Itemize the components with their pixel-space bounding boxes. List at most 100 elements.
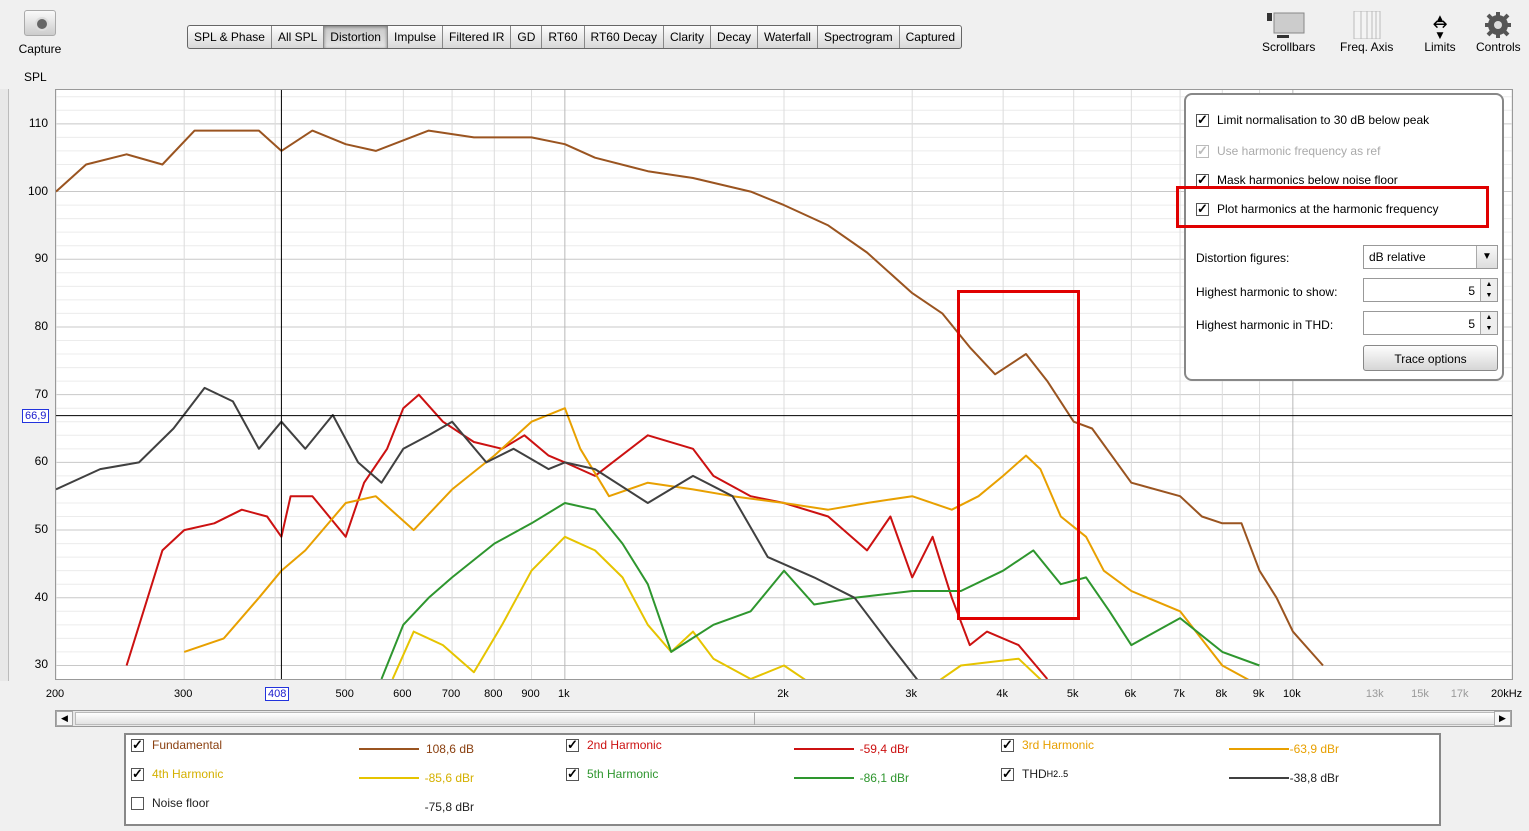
- scrollbars-label: Scrollbars: [1262, 40, 1316, 54]
- annotation-box-harmonics: [957, 290, 1080, 620]
- legend-checkbox[interactable]: [131, 766, 144, 782]
- scrollbars-icon: [1262, 10, 1315, 40]
- x-tick-label-minor: 17k: [1450, 688, 1469, 700]
- legend-item-fundamental[interactable]: Fundamental: [131, 737, 222, 753]
- x-tick-label: 600: [393, 688, 412, 700]
- horizontal-scrollbar[interactable]: ◀ ▶: [55, 710, 1512, 727]
- tab-decay[interactable]: Decay: [711, 26, 759, 48]
- x-tick-label: 5k: [1066, 688, 1079, 700]
- y-tick-label: 100: [27, 183, 48, 198]
- spinner-arrows-icon[interactable]: ▲ ▼: [1480, 312, 1497, 334]
- legend-line-swatch: [359, 748, 419, 750]
- legend-value: -38,8 dBr: [1289, 771, 1339, 785]
- plot-harmonics-checkbox[interactable]: Plot harmonics at the harmonic frequency: [1196, 201, 1439, 217]
- chevron-down-icon[interactable]: ▼: [1476, 246, 1497, 268]
- limit-normalisation-label: Limit normalisation to 30 dB below peak: [1217, 113, 1430, 127]
- freq-axis-icon: [1340, 10, 1393, 40]
- svg-text:↔: ↔: [1432, 14, 1447, 35]
- tab-spl-phase[interactable]: SPL & Phase: [188, 26, 272, 48]
- legend-checkbox[interactable]: [131, 737, 144, 753]
- legend-line-swatch: [1229, 777, 1289, 779]
- x-tick-label: 10k: [1282, 688, 1301, 700]
- tab-captured[interactable]: Captured: [905, 30, 956, 44]
- checkbox-box[interactable]: [1196, 172, 1209, 188]
- x-tick-label: 8k: [1215, 688, 1228, 700]
- legend-value: -63,9 dBr: [1289, 742, 1339, 756]
- x-tick-label: 500: [335, 688, 354, 700]
- tab-filtered-ir[interactable]: Filtered IR: [443, 26, 512, 48]
- scrollbar-grip: [754, 712, 755, 725]
- x-tick-label: 300: [174, 688, 193, 700]
- distortion-figures-label: Distortion figures:: [1196, 251, 1290, 265]
- capture-label: Capture: [18, 42, 62, 56]
- series-5th-harmonic: [380, 502, 1260, 680]
- series-3rd-harmonic: [183, 407, 1277, 694]
- x-tick-label: 700: [441, 688, 461, 700]
- legend-label: THD: [1022, 767, 1047, 781]
- limit-normalisation-checkbox[interactable]: Limit normalisation to 30 dB below peak: [1196, 112, 1430, 128]
- tab-spectrogram[interactable]: Spectrogram: [818, 26, 900, 48]
- tab-gd[interactable]: GD: [511, 26, 543, 48]
- highest-harmonic-show-spinner[interactable]: 5 ▲ ▼: [1363, 278, 1498, 302]
- left-scroll-edge[interactable]: [0, 89, 9, 681]
- y-tick-label: 50: [34, 522, 48, 537]
- y-tick-label: 70: [34, 386, 48, 401]
- tab-impulse[interactable]: Impulse: [388, 26, 444, 48]
- legend-label: 4th Harmonic: [152, 767, 224, 781]
- y-tick-label: 90: [34, 251, 48, 266]
- spinner-arrows-icon[interactable]: ▲ ▼: [1480, 279, 1497, 301]
- limits-button[interactable]: ↔ ▲ ▼ Limits: [1418, 10, 1462, 54]
- series-2nd-harmonic: [125, 393, 1049, 680]
- tab-rt60[interactable]: RT60: [542, 26, 585, 48]
- legend-item-5th-harmonic[interactable]: 5th Harmonic: [566, 766, 658, 782]
- limits-icon: ↔ ▲ ▼: [1418, 10, 1462, 40]
- svg-text:▼: ▼: [1437, 31, 1444, 39]
- tab-waterfall[interactable]: Waterfall: [758, 26, 818, 48]
- checkbox-box: [1196, 143, 1209, 159]
- x-tick-label: 3k: [905, 688, 917, 700]
- legend-label: Noise floor: [152, 796, 210, 810]
- distortion-figures-select[interactable]: dB relative ▼: [1363, 245, 1498, 269]
- limits-label: Limits: [1424, 40, 1456, 54]
- tab-all-spl[interactable]: All SPL: [272, 26, 325, 48]
- annotation-box-plot-harmonics: [1176, 186, 1489, 228]
- series-4th-harmonic: [391, 535, 1048, 701]
- tab-rt60-decay[interactable]: RT60 Decay: [585, 26, 664, 48]
- scrollbars-button[interactable]: Scrollbars: [1262, 10, 1315, 54]
- x-unit-label: 20kHz: [1491, 688, 1523, 700]
- legend-checkbox[interactable]: [1001, 737, 1014, 753]
- legend-label: 2nd Harmonic: [587, 738, 662, 752]
- highest-harmonic-show-value: 5: [1468, 284, 1475, 298]
- legend-label-sub: H2..5: [1046, 769, 1069, 779]
- legend-checkbox[interactable]: [1001, 766, 1014, 782]
- trace-options-button[interactable]: Trace options: [1363, 345, 1498, 371]
- controls-button[interactable]: Controls: [1476, 10, 1521, 54]
- legend-checkbox[interactable]: [566, 737, 579, 753]
- legend-item-4th-harmonic[interactable]: 4th Harmonic: [131, 766, 224, 782]
- scroll-right-icon[interactable]: ▶: [1494, 711, 1511, 726]
- mask-harmonics-checkbox[interactable]: Mask harmonics below noise floor: [1196, 172, 1398, 188]
- capture-button[interactable]: Capture: [10, 10, 70, 56]
- legend-item-3rd-harmonic[interactable]: 3rd Harmonic: [1001, 737, 1094, 753]
- scrollbar-thumb[interactable]: [75, 712, 1495, 725]
- legend-value: -85,6 dBr: [424, 771, 474, 785]
- legend-item-noise-floor[interactable]: Noise floor: [131, 796, 209, 810]
- legend-checkbox[interactable]: [566, 766, 579, 782]
- checkbox-box[interactable]: [1196, 201, 1209, 217]
- gear-icon: [1476, 10, 1521, 40]
- legend-checkbox[interactable]: [131, 796, 144, 810]
- freq-axis-button[interactable]: Freq. Axis: [1340, 10, 1393, 54]
- x-tick-label: 6k: [1124, 688, 1137, 700]
- legend-item-2nd-harmonic[interactable]: 2nd Harmonic: [566, 737, 662, 753]
- highest-harmonic-thd-spinner[interactable]: 5 ▲ ▼: [1363, 311, 1498, 335]
- scroll-left-icon[interactable]: ◀: [56, 711, 73, 726]
- checkbox-box[interactable]: [1196, 112, 1209, 128]
- freq-axis-label: Freq. Axis: [1340, 40, 1394, 54]
- x-tick-label: 9k: [1252, 688, 1265, 700]
- tab-distortion[interactable]: Distortion: [324, 26, 388, 48]
- tab-clarity[interactable]: Clarity: [664, 26, 712, 48]
- plot-harmonics-label: Plot harmonics at the harmonic frequency: [1217, 202, 1439, 216]
- svg-text:▲: ▲: [1437, 14, 1444, 24]
- legend-value: 108,6 dB: [425, 742, 474, 756]
